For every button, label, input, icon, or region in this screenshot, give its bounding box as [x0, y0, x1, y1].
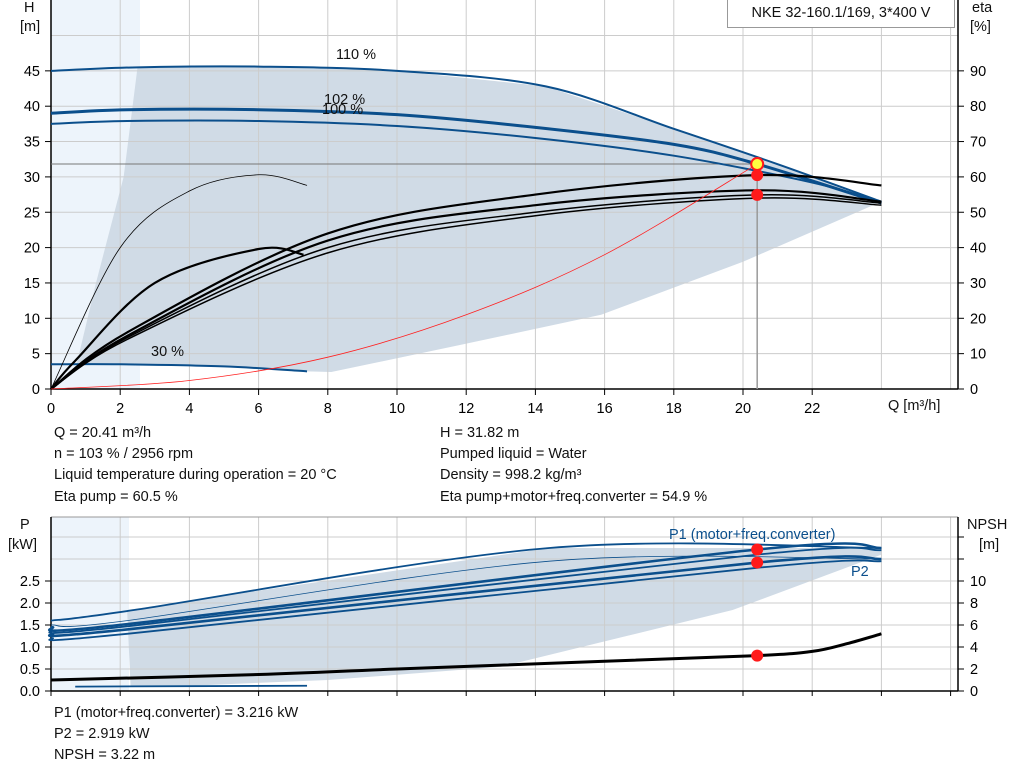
y-tick-label: 20 — [24, 241, 40, 257]
y-left-label-top: H — [24, 0, 35, 16]
duty-point — [750, 157, 765, 172]
npsh-point — [751, 649, 764, 662]
npsh-tick-label: 0 — [970, 684, 978, 700]
eta-tick-label: 20 — [970, 311, 986, 327]
p2-label: P2 — [851, 564, 869, 580]
p2-point — [751, 556, 764, 569]
x-axis-label: Q [m³/h] — [888, 398, 941, 414]
x-tick-label: 10 — [389, 401, 405, 417]
y-tick-label: 30 — [24, 170, 40, 186]
p1-label: P1 (motor+freq.converter) — [669, 527, 836, 543]
x-tick-label: 8 — [324, 401, 332, 417]
chart-title: NKE 32-160.1/169, 3*400 V — [727, 0, 955, 28]
y-tick-label: 25 — [24, 205, 40, 221]
eta-pump-point — [751, 169, 764, 182]
curve-label-110: 110 % — [336, 47, 377, 63]
y-tick-label: 10 — [24, 311, 40, 327]
y-tick-label: 45 — [24, 64, 40, 80]
result-npsh: NPSH = 3.22 m — [54, 747, 156, 763]
y-right-unit-bottom: [m] — [979, 537, 1000, 553]
eta-tick-label: 10 — [970, 347, 986, 363]
p-tick-label: 1.0 — [20, 640, 40, 656]
y-right-unit-top: [%] — [970, 19, 991, 35]
x-tick-label: 14 — [527, 401, 543, 417]
y-tick-label: 40 — [24, 99, 40, 115]
result-q: Q = 20.41 m³/h — [54, 425, 152, 441]
y-tick-label: 5 — [32, 347, 40, 363]
x-tick-label: 6 — [255, 401, 263, 417]
x-tick-label: 4 — [185, 401, 193, 417]
y-right-label-bottom: NPSH — [967, 517, 1008, 533]
x-tick-label: 12 — [458, 401, 474, 417]
npsh-tick-label: 8 — [970, 596, 978, 612]
x-tick-label: 22 — [804, 401, 820, 417]
result-liquid: Pumped liquid = Water — [440, 446, 587, 462]
eta-tick-label: 0 — [970, 382, 978, 398]
x-tick-label: 18 — [666, 401, 682, 417]
eta-tick-label: 30 — [970, 276, 986, 292]
y-tick-label: 15 — [24, 276, 40, 292]
result-speed: n = 103 % / 2956 rpm — [54, 446, 194, 462]
p1-point — [751, 543, 764, 556]
curve-label-30: 30 % — [151, 344, 185, 360]
result-p1: P1 (motor+freq.converter) = 3.216 kW — [54, 705, 299, 721]
eta-tick-label: 90 — [970, 64, 986, 80]
x-tick-label: 16 — [597, 401, 613, 417]
npsh-tick-label: 4 — [970, 640, 978, 656]
curve-eta-4 — [50, 174, 308, 390]
eta-tick-label: 50 — [970, 205, 986, 221]
result-p2: P2 = 2.919 kW — [54, 726, 150, 742]
curve-eta-5 — [50, 246, 304, 390]
curve-label-100: 100 % — [322, 102, 364, 118]
y-tick-label: 0 — [32, 382, 40, 398]
curve-label-102: 102 % — [324, 92, 366, 108]
eta-tick-label: 80 — [970, 99, 986, 115]
curve-p-4 — [48, 559, 882, 642]
curve-p-2 — [48, 546, 882, 634]
curve-p-5 — [50, 555, 882, 627]
p-tick-label: 2.0 — [20, 596, 40, 612]
curve-p-1 — [47, 542, 882, 632]
result-h: H = 31.82 m — [440, 425, 520, 441]
x-tick-label: 2 — [116, 401, 124, 417]
p-tick-label: 2.5 — [20, 574, 40, 590]
y-right-label-top: eta — [972, 0, 993, 16]
p-tick-label: 1.5 — [20, 618, 40, 634]
eta-total-point — [751, 188, 764, 201]
eta-tick-label: 70 — [970, 135, 986, 151]
y-left-unit-bottom: [kW] — [8, 537, 37, 553]
y-left-label-bottom: P — [20, 517, 30, 533]
eta-tick-label: 60 — [970, 170, 986, 186]
curve-system-10 — [50, 163, 758, 390]
eta-tick-label: 40 — [970, 241, 986, 257]
result-density: Density = 998.2 kg/m³ — [440, 467, 582, 483]
y-tick-label: 35 — [24, 135, 40, 151]
curve-p-6 — [75, 684, 308, 688]
curve-npsh-7 — [50, 632, 882, 682]
npsh-tick-label: 10 — [970, 574, 986, 590]
x-tick-label: 0 — [47, 401, 55, 417]
npsh-tick-label: 6 — [970, 618, 978, 634]
result-eta-pump: Eta pump = 60.5 % — [54, 489, 178, 505]
result-temperature: Liquid temperature during operation = 20… — [54, 467, 337, 483]
curve-p-3 — [47, 555, 882, 638]
result-eta-total: Eta pump+motor+freq.converter = 54.9 % — [440, 489, 708, 505]
p-tick-label: 0.0 — [20, 684, 40, 700]
x-tick-label: 20 — [735, 401, 751, 417]
y-left-unit-top: [m] — [20, 19, 41, 35]
p-tick-label: 0.5 — [20, 662, 40, 678]
bottom-range-light — [51, 517, 129, 691]
bottom-range-area — [127, 548, 882, 687]
npsh-tick-label: 2 — [970, 662, 978, 678]
